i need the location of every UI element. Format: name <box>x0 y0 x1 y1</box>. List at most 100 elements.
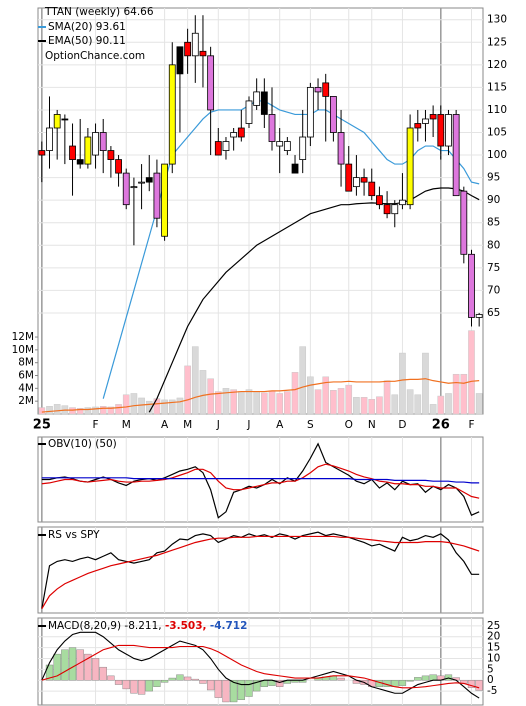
candle-body <box>475 314 483 318</box>
macd-histogram-bar <box>61 649 69 681</box>
x-tick-label: S <box>307 419 314 431</box>
x-tick-label: A <box>161 419 169 431</box>
y-tick-label: 10 <box>487 652 500 664</box>
legend-entry: SMA(20) 93.61 <box>48 21 126 33</box>
candle-body <box>184 41 192 57</box>
volume-bar <box>245 389 253 415</box>
x-tick-label: J <box>216 419 220 431</box>
volume-bar <box>468 330 475 415</box>
candle-body <box>406 127 414 206</box>
macd-histogram-bar <box>160 680 169 683</box>
price-average-line <box>148 187 480 413</box>
panel-frame <box>37 617 484 706</box>
candle-body <box>445 114 452 147</box>
candle-body <box>429 114 437 120</box>
candle-body <box>314 86 322 93</box>
volume-bar <box>307 376 314 415</box>
panel-frame <box>37 7 484 415</box>
y-tick-label: 0 <box>487 674 494 686</box>
volume-average-line <box>41 378 480 413</box>
y-tick-label: 90 <box>487 194 500 206</box>
volume-tick-label: 6M <box>18 370 34 382</box>
volume-bar <box>92 406 99 415</box>
volume-bar <box>161 399 168 415</box>
candle-body <box>122 172 130 206</box>
candle-body <box>199 50 207 57</box>
volume-bar <box>437 395 445 415</box>
volume-bar <box>107 406 115 415</box>
y-tick-label: 15 <box>487 642 500 654</box>
y-tick-label: 105 <box>487 127 507 139</box>
candle-body <box>399 199 406 206</box>
candle-body <box>376 195 383 206</box>
volume-bar <box>138 397 145 415</box>
volume-bar <box>406 389 414 415</box>
candle-body <box>414 123 422 129</box>
y-tick-label: -5 <box>487 685 497 697</box>
candle-body <box>207 55 215 111</box>
indicator-line <box>41 531 480 609</box>
candle-body <box>138 181 145 184</box>
candle-body <box>260 91 268 115</box>
macd-histogram-bar <box>222 680 230 703</box>
volume-bar <box>383 380 391 415</box>
y-tick-label: 115 <box>487 81 507 93</box>
x-tick-label: O <box>345 419 353 431</box>
volume-bar <box>76 407 84 415</box>
y-tick-label: 100 <box>487 149 507 161</box>
candle-body <box>268 114 276 142</box>
volume-bar <box>69 407 76 415</box>
x-tick-label: M <box>183 419 192 431</box>
x-tick-label: N <box>368 419 376 431</box>
macd-histogram-bar <box>229 680 238 703</box>
volume-bar <box>199 370 207 415</box>
macd-histogram-bar <box>253 680 261 692</box>
volume-bar <box>184 365 191 415</box>
y-tick-label: 120 <box>487 59 507 71</box>
candle-body <box>145 177 153 183</box>
macd-histogram-bar <box>153 680 161 687</box>
volume-bar <box>46 406 53 415</box>
macd-histogram-bar <box>137 680 146 695</box>
mark-layer <box>38 15 483 703</box>
macd-histogram-bar <box>467 680 476 689</box>
volume-bar <box>130 393 138 415</box>
candle-body <box>345 163 353 192</box>
volume-bar <box>445 393 452 415</box>
macd-histogram-bar <box>176 674 184 681</box>
y-tick-label: 25 <box>487 620 500 632</box>
panel-title: OBV(10) (50) <box>48 438 117 450</box>
candle-body <box>291 163 299 174</box>
candle-body <box>99 132 107 151</box>
volume-bar <box>376 396 383 415</box>
candle-body <box>322 82 330 97</box>
volume-bar <box>230 389 237 415</box>
macd-histogram-bar <box>45 664 54 681</box>
macd-histogram-bar <box>53 653 61 681</box>
volume-bar <box>253 391 260 415</box>
volume-bar <box>429 404 437 415</box>
x-tick-label: 25 <box>33 418 51 433</box>
macd-histogram-bar <box>276 680 284 687</box>
macd-histogram-bar <box>122 680 130 690</box>
macd-histogram-bar <box>114 680 123 685</box>
volume-bar <box>322 376 330 415</box>
candle-body <box>168 64 176 165</box>
chart-title: TTAN (weekly) 64.66 <box>44 6 154 18</box>
volume-tick-label: 10M <box>12 344 34 356</box>
candle-body <box>460 190 468 255</box>
y-tick-label: 95 <box>487 172 500 184</box>
macd-histogram-bar <box>245 680 253 697</box>
indicator-line <box>41 477 480 484</box>
candle-body <box>422 118 429 124</box>
candle-body <box>214 141 222 156</box>
y-tick-label: 130 <box>487 14 507 26</box>
candle-body <box>276 141 284 147</box>
macd-histogram-bar <box>237 680 245 700</box>
volume-bar <box>475 393 483 415</box>
x-tick-label: F <box>468 419 474 431</box>
volume-bar <box>284 391 291 415</box>
volume-bar <box>368 398 376 415</box>
volume-bar <box>345 384 353 415</box>
